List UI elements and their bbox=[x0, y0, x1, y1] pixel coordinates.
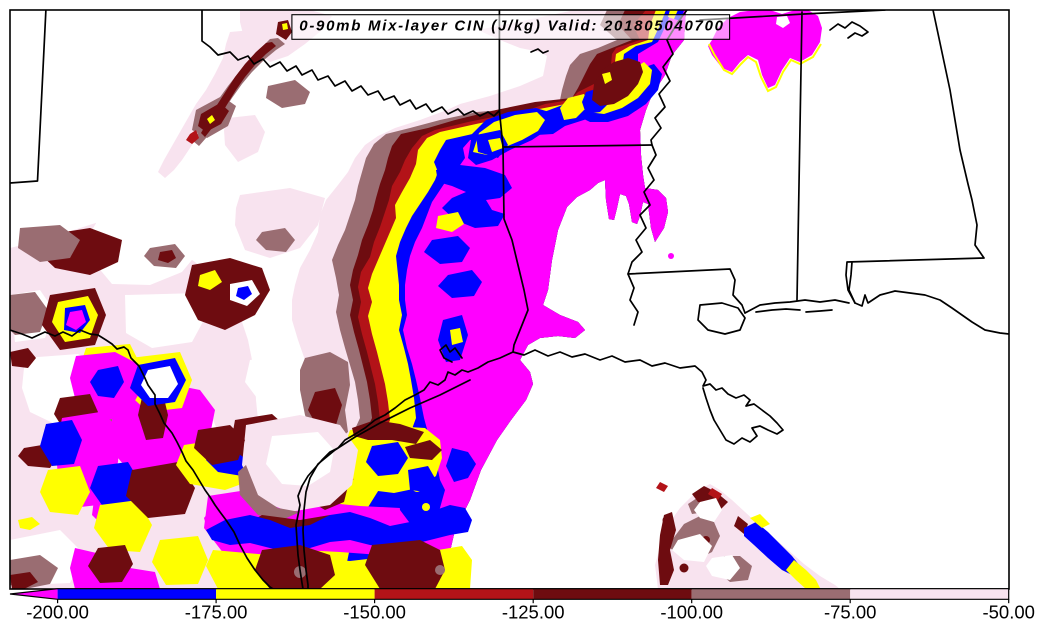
svg-text:-200.00: -200.00 bbox=[26, 602, 89, 623]
svg-text:-75.00: -75.00 bbox=[824, 602, 876, 623]
svg-text:-175.00: -175.00 bbox=[185, 602, 248, 623]
svg-text:0-90mb Mix-layer CIN (J/kg) Va: 0-90mb Mix-layer CIN (J/kg) Valid: 20180… bbox=[299, 18, 724, 35]
svg-text:-150.00: -150.00 bbox=[343, 602, 406, 623]
svg-text:-125.00: -125.00 bbox=[502, 602, 565, 623]
svg-text:-50.00: -50.00 bbox=[982, 602, 1034, 623]
svg-text:-100.00: -100.00 bbox=[660, 602, 723, 623]
